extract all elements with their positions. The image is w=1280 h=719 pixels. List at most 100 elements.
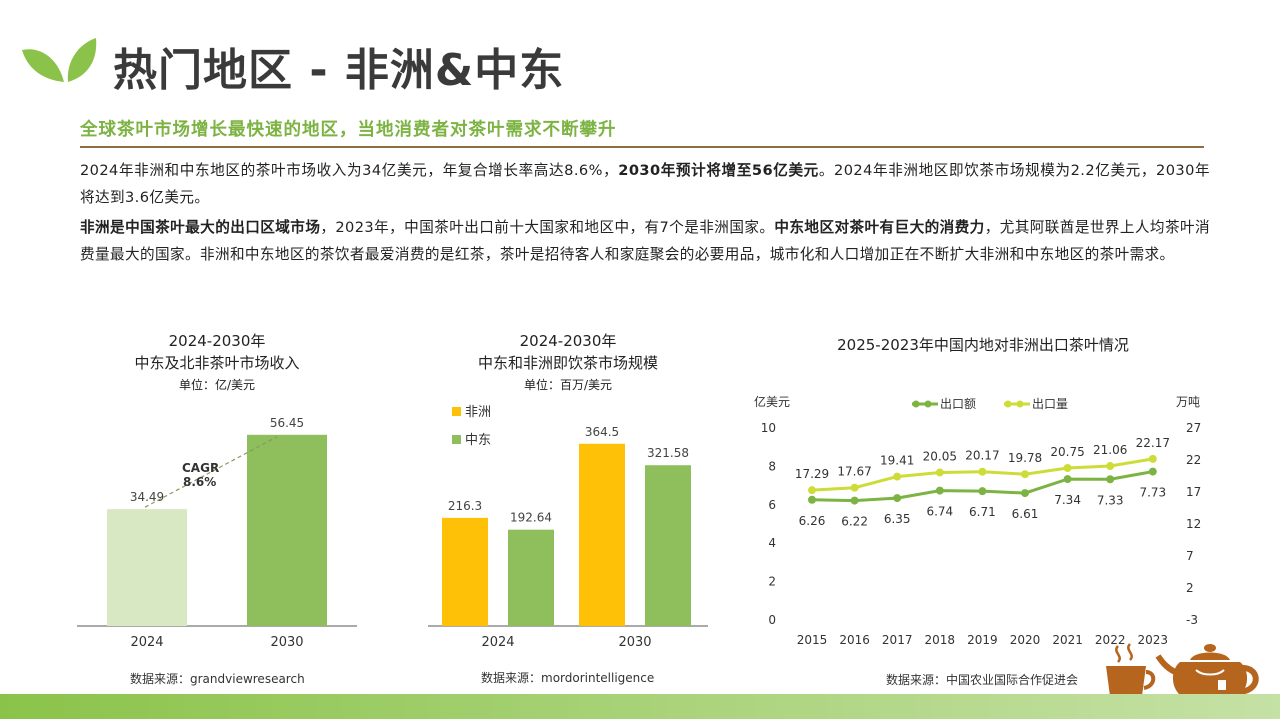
chart1-title: 2024-2030年 中东及北非茶叶市场收入: [97, 330, 337, 374]
chart3-data-label: 6.35: [884, 512, 911, 526]
chart3-point-出口量: [1021, 470, 1029, 479]
chart3-data-label: 6.26: [799, 514, 826, 528]
chart2-value-label: 364.5: [585, 425, 619, 439]
chart1-title-line1: 2024-2030年: [168, 332, 266, 350]
chart2-bar-中东-2030: [645, 465, 691, 626]
chart3-ytick-left: 4: [768, 536, 776, 550]
chart1-cagr-line: [144, 436, 278, 508]
chart3-ylabel-left: 亿美元: [754, 394, 790, 409]
chart3-point-出口额: [1148, 467, 1157, 476]
chart2-value-label: 192.64: [510, 511, 552, 525]
chart3-xtick: 2019: [967, 633, 998, 647]
chart3-source: 数据来源：中国农业国际合作促进会: [886, 673, 1079, 687]
chart3-legend-dot-a-0: [912, 400, 920, 408]
chart3-data-label: 20.17: [965, 449, 999, 463]
paragraph-1: 2024年非洲和中东地区的茶叶市场收入为34亿美元，年复合增长率高达8.6%，2…: [80, 157, 1210, 211]
chart3-data-label: 6.61: [1012, 507, 1039, 521]
chart3-data-label: 6.74: [926, 505, 953, 519]
chart3-xtick: 2016: [839, 633, 870, 647]
chart2-svg: 非洲 216.3 364.5 中东 192.64 321.58 2024 2030: [428, 405, 708, 650]
p1-text-a: 2024年非洲和中东地区的茶叶市场收入为34亿美元，年复合增长率高达8.6%，: [80, 162, 619, 179]
chart1-value-label: 56.45: [270, 416, 304, 430]
chart1-cagr-value: 8.6%: [183, 475, 216, 489]
chart3-point-出口量: [1063, 464, 1072, 472]
teapot-cup-icon: [1106, 643, 1259, 698]
chart2-bar-非洲-2024: [442, 517, 488, 626]
chart2-tick-label: 2030: [618, 635, 651, 650]
chart3-ytick-right: 27: [1186, 421, 1201, 435]
chart3-point-出口量: [893, 472, 902, 481]
p1-text-c: 。2024年非洲地区即饮茶市场规模为2.2亿美元，2030年将达到3.6亿美元。: [80, 162, 1210, 206]
chart3-ytick-left: 8: [768, 459, 776, 473]
page-title: 热门地区 - 非洲&中东: [113, 45, 565, 96]
chart2-legend-swatch-1: [452, 435, 461, 444]
chart3-data-label: 6.22: [841, 515, 868, 529]
chart3-legend-dot-b-0: [924, 400, 932, 408]
chart3-data-label: 7.73: [1139, 486, 1166, 500]
chart3-point-出口量: [1148, 454, 1157, 463]
chart3-data-label: 6.71: [969, 505, 996, 519]
chart3-point-出口额: [978, 487, 987, 496]
chart3-ytick-left: 10: [761, 421, 776, 435]
chart2-title-line2: 中东和非洲即饮茶市场规模: [477, 354, 658, 372]
chart3-xtick: 2021: [1052, 633, 1083, 647]
chart3-xtick: 2015: [797, 633, 828, 647]
bottom-bar: [0, 694, 1280, 719]
chart3-data-label: 7.34: [1054, 493, 1081, 507]
chart3-data-label: 19.41: [880, 454, 914, 468]
divider: [80, 146, 1204, 148]
chart3-ylabel-right: 万吨: [1176, 395, 1200, 409]
chart3-ytick-right: 12: [1186, 517, 1201, 531]
chart2-value-label: 321.58: [647, 446, 689, 460]
chart1-bar-2030: [247, 434, 327, 626]
chart3-point-出口额: [850, 496, 859, 505]
chart2-title-line1: 2024-2030年: [519, 332, 617, 350]
chart3-point-出口量: [1106, 462, 1115, 471]
chart3-data-label: 21.06: [1093, 443, 1127, 457]
chart2-unit: 单位：百万/美元: [523, 378, 613, 392]
chart3-title: 2025-2023年中国内地对非洲出口茶叶情况: [837, 336, 1129, 354]
chart3-data-label: 19.78: [1008, 451, 1042, 465]
chart2-legend-label: 非洲: [465, 405, 491, 420]
chart2-bar-非洲-2030: [579, 443, 625, 626]
chart3-ytick-right: 22: [1186, 453, 1201, 467]
p2-text-d: ，尤其阿联酋是世界上人均茶叶消费量最大的国家。非洲和中东地区的茶饮者最爱消费的是…: [80, 219, 1210, 263]
chart3-legend-dot-b-1: [1016, 400, 1024, 408]
chart1-tick-label: 2030: [270, 635, 303, 650]
chart3-legend-label: 出口量: [1032, 397, 1068, 411]
chart3-ytick-left: 2: [768, 575, 776, 589]
p2-text-b: ，2023年，中国茶叶出口前十大国家和地区中，有7个是非洲国家。: [320, 219, 775, 236]
chart3-point-出口额: [1063, 475, 1072, 484]
p1-text-bold: 2030年预计将增至56亿美元: [618, 162, 819, 179]
chart2-title: 2024-2030年 中东和非洲即饮茶市场规模: [448, 330, 688, 374]
chart3-data-label: 17.67: [837, 465, 871, 479]
chart3-point-出口量: [935, 468, 944, 477]
chart2-legend-swatch-0: [452, 407, 461, 416]
chart1-title-line2: 中东及北非茶叶市场收入: [134, 354, 300, 372]
chart3-ytick-left: 0: [768, 613, 776, 627]
chart1-bar-2024: [107, 509, 187, 626]
chart1-source: 数据来源：grandviewresearch: [130, 672, 305, 686]
chart3-xtick: 2020: [1010, 633, 1041, 647]
chart3-data-label: 7.33: [1097, 493, 1124, 507]
chart3-ytick-right: 2: [1186, 581, 1194, 595]
chart1-tick-label: 2024: [130, 635, 163, 650]
chart3-point-出口额: [1106, 475, 1115, 484]
chart3-ytick-right: 7: [1186, 549, 1194, 563]
chart2-value-label: 216.3: [448, 499, 482, 513]
chart3-ytick-right: -3: [1186, 613, 1198, 627]
chart3-point-出口额: [893, 494, 902, 503]
chart3-xtick: 2017: [882, 633, 913, 647]
chart1-value-label: 34.49: [130, 490, 164, 504]
chart2-bar-中东-2024: [508, 529, 554, 626]
chart3-point-出口额: [1021, 489, 1029, 498]
chart3-data-label: 17.29: [795, 467, 829, 481]
chart3-point-出口额: [935, 486, 944, 495]
chart2-tick-label: 2024: [481, 635, 514, 650]
chart1-cagr-label: CAGR: [182, 461, 219, 475]
chart3-point-出口量: [850, 483, 859, 492]
chart3-ytick-left: 6: [768, 498, 776, 512]
chart2-source: 数据来源：mordorintelligence: [481, 671, 655, 685]
